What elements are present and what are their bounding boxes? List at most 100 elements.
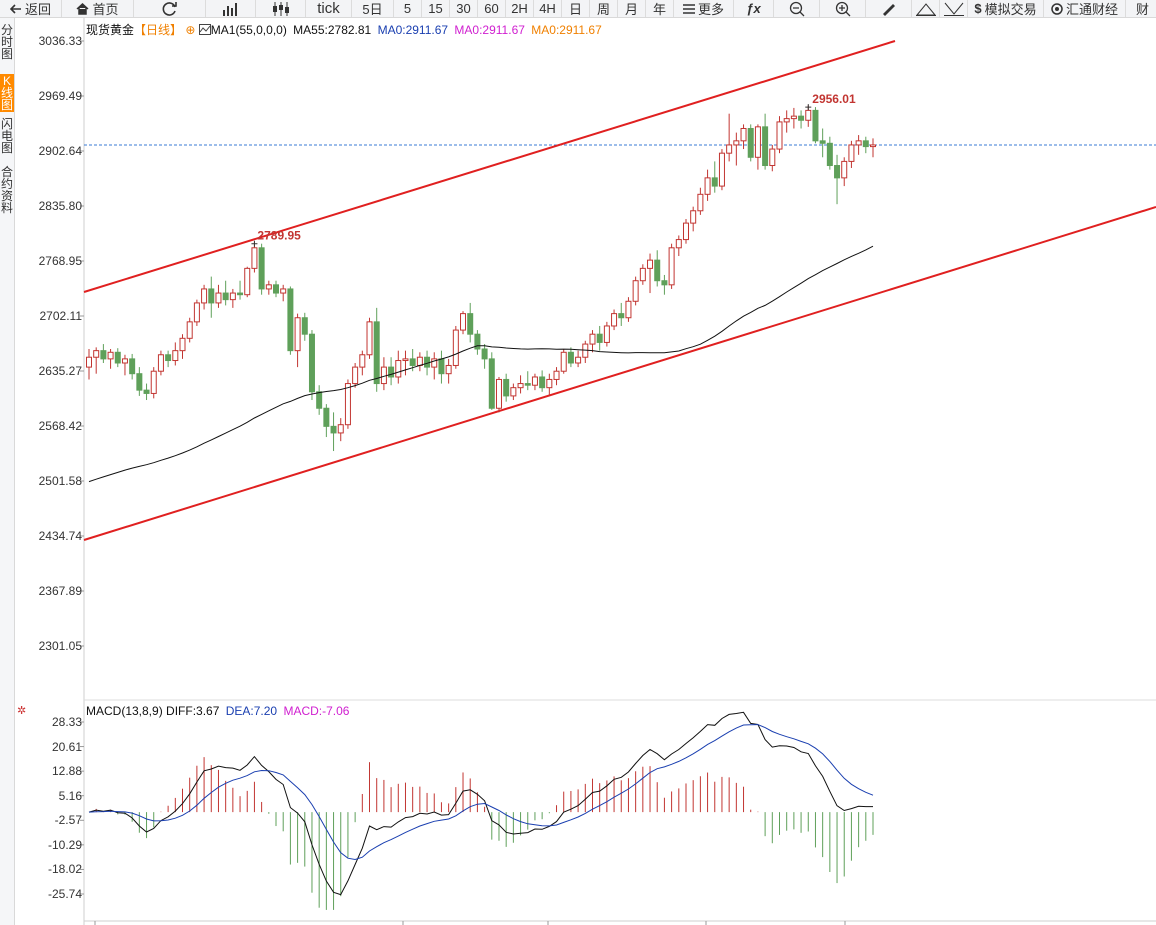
- candle-body: [179, 337, 186, 352]
- period-2h[interactable]: 2H: [506, 0, 534, 17]
- huitong-label: 汇通财经: [1065, 2, 1118, 17]
- candle-body: [229, 292, 236, 301]
- candle-body: [718, 152, 725, 187]
- period-week[interactable]: 周: [590, 0, 618, 17]
- dollar-icon: $: [974, 1, 982, 16]
- candle-body: [301, 317, 308, 335]
- candle-body: [776, 121, 783, 150]
- candle-body: [647, 259, 654, 269]
- candle-body: [611, 313, 618, 327]
- back-button[interactable]: 返回: [0, 0, 62, 17]
- period-60min[interactable]: 60: [478, 0, 506, 17]
- candle-body: [86, 356, 92, 368]
- candle-body: [359, 354, 366, 368]
- candle-body: [237, 292, 244, 296]
- draw-triangle-down-button[interactable]: [940, 0, 968, 17]
- period-4h[interactable]: 4H: [534, 0, 562, 17]
- candle-body: [143, 389, 150, 394]
- price-tick-label: 3036.33: [38, 34, 82, 48]
- sim-trade-button[interactable]: $ 模拟交易: [968, 0, 1044, 17]
- candle-body: [114, 351, 121, 364]
- candle-body: [388, 366, 395, 378]
- draw-pen-button[interactable]: [866, 0, 912, 17]
- period-year[interactable]: 年: [646, 0, 674, 17]
- tick-button[interactable]: tick: [306, 0, 352, 17]
- period-5min[interactable]: 5: [394, 0, 422, 17]
- candle-body: [251, 247, 258, 269]
- high-marker: [251, 240, 258, 247]
- period-month[interactable]: 月: [618, 0, 646, 17]
- candle-body: [855, 140, 862, 146]
- candle-body: [280, 288, 287, 294]
- candle-body: [474, 333, 481, 350]
- formula-button[interactable]: ƒx: [734, 0, 774, 17]
- formula-icon: ƒx: [746, 1, 761, 16]
- more-button[interactable]: 更多: [674, 0, 734, 17]
- tab-char: 图: [0, 47, 13, 61]
- triangle-up-icon: [915, 2, 936, 16]
- candle-body: [812, 109, 819, 142]
- settings-gear-icon[interactable]: ✲: [17, 705, 27, 717]
- candle-body: [186, 321, 193, 339]
- candle-body: [819, 140, 826, 144]
- bar-chart-icon: [222, 2, 237, 16]
- candle-body: [215, 292, 222, 304]
- candle-body: [136, 373, 143, 391]
- candle-body: [632, 280, 639, 302]
- candle-body: [726, 144, 733, 154]
- tab-char: 分: [0, 23, 13, 37]
- candle-body: [445, 364, 452, 375]
- back-arrow-icon: [9, 3, 21, 14]
- zoom-out-button[interactable]: [774, 0, 820, 17]
- add-indicator-icon[interactable]: ⊕: [185, 23, 196, 37]
- candle-body: [273, 284, 280, 294]
- refresh-button[interactable]: [134, 0, 206, 17]
- period-label: 30: [456, 1, 471, 16]
- macd-tick-label: -18.02: [47, 862, 82, 877]
- candlestick-button[interactable]: [256, 0, 306, 17]
- candle-body: [733, 140, 740, 146]
- sidebar-tab-contract[interactable]: 合 约 资 料: [0, 166, 14, 214]
- candlestick-icon: [272, 1, 289, 16]
- candle-body: [661, 280, 668, 286]
- sidebar-tab-kline[interactable]: K 线 图: [0, 74, 14, 112]
- macd-value: MACD:-7.06: [283, 704, 350, 718]
- home-button[interactable]: 首页: [62, 0, 134, 17]
- candle-body: [524, 383, 531, 386]
- candle-body: [366, 321, 373, 356]
- candle-body: [675, 239, 682, 249]
- tab-char: 约: [0, 177, 13, 191]
- period-tag[interactable]: 【日线】: [134, 23, 183, 37]
- huitong-button[interactable]: 汇通财经: [1044, 0, 1126, 17]
- period-5day[interactable]: 5日: [352, 0, 394, 17]
- candle-body: [682, 222, 689, 241]
- period-day[interactable]: 日: [562, 0, 590, 17]
- indicator-chart-icon[interactable]: [198, 24, 211, 35]
- candle-body: [222, 292, 229, 301]
- candle-body: [460, 313, 467, 331]
- candle-body: [495, 378, 502, 409]
- ma55-value: MA55:2782.81: [293, 23, 372, 37]
- candle-body: [747, 127, 754, 158]
- sidebar-tab-flash[interactable]: 闪 电 图: [0, 118, 14, 154]
- candle-body: [395, 360, 402, 378]
- candle-body: [107, 351, 114, 360]
- finance-button[interactable]: 财: [1126, 0, 1156, 17]
- macd-tick-label: -25.74: [47, 887, 82, 901]
- candle-body: [424, 356, 431, 368]
- huitong-logo-icon: [1051, 2, 1063, 15]
- tab-char: 合: [0, 165, 13, 179]
- candle-body: [93, 350, 100, 358]
- sidebar-tab-timeshare[interactable]: 分 时 图: [0, 24, 14, 60]
- candle-body: [596, 333, 603, 343]
- candle-body: [783, 118, 790, 123]
- candle-body: [503, 378, 510, 397]
- zoom-in-button[interactable]: [820, 0, 866, 17]
- draw-triangle-button[interactable]: [912, 0, 940, 17]
- candle-body: [546, 378, 553, 389]
- candle-body: [848, 144, 855, 162]
- period-15min[interactable]: 15: [422, 0, 450, 17]
- period-30min[interactable]: 30: [450, 0, 478, 17]
- bar-chart-button[interactable]: [206, 0, 256, 17]
